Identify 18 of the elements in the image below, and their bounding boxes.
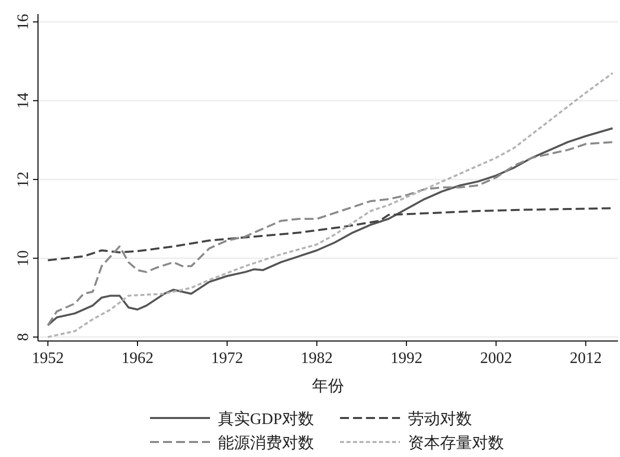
x-axis-title: 年份 xyxy=(312,378,344,395)
x-tick-label: 1972 xyxy=(211,350,244,367)
y-tick-label: 16 xyxy=(15,14,32,30)
line-series xyxy=(46,72,614,338)
x-tick-label: 2002 xyxy=(480,350,512,367)
y-tick-label: 14 xyxy=(15,92,32,109)
x-tick-label: 1952 xyxy=(32,350,64,367)
x-tick-label: 1982 xyxy=(300,350,333,367)
legend-label: 劳动对数 xyxy=(408,410,472,428)
legend-label: 真实GDP对数 xyxy=(218,410,314,428)
legend-label: 资本存量对数 xyxy=(408,434,504,452)
y-tick-label: 8 xyxy=(15,333,32,342)
x-tick-label: 1992 xyxy=(390,350,422,367)
y-tick-label: 12 xyxy=(15,171,32,188)
x-tick-label: 2012 xyxy=(570,350,602,367)
legend-label: 能源消费对数 xyxy=(218,434,314,452)
x-tick-label: 1962 xyxy=(122,350,154,367)
y-tick-label: 10 xyxy=(15,250,32,266)
